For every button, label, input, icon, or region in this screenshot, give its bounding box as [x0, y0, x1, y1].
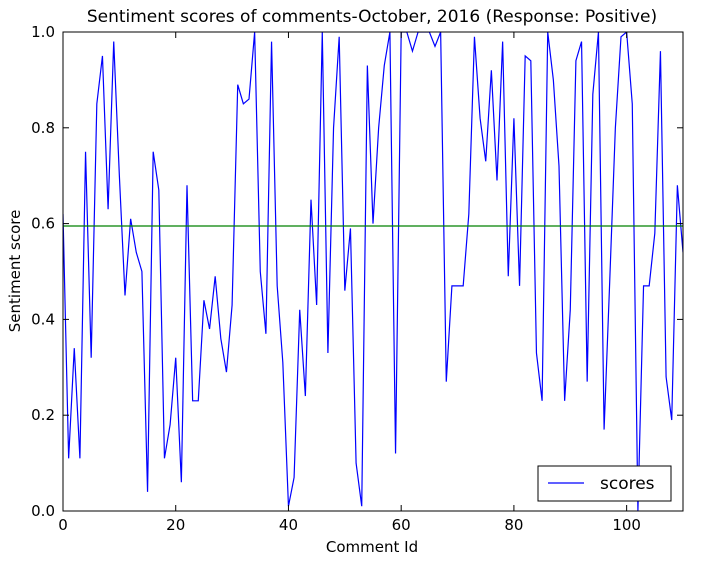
- plot-frame: [62, 31, 684, 512]
- legend: scores: [537, 465, 672, 502]
- y-axis-label: Sentiment score: [6, 210, 24, 333]
- y-tick-label: 0.8: [31, 119, 55, 137]
- x-tick-label: 60: [392, 516, 411, 534]
- y-tick-label: 0.4: [31, 310, 55, 328]
- legend-label-scores: scores: [600, 474, 655, 494]
- x-tick-label: 80: [504, 516, 523, 534]
- plot-area: 0 20 40 60 80 100 0.0 0.2 0.4 0.6 0.8 1.0: [31, 23, 684, 534]
- x-tick-label: 0: [58, 516, 68, 534]
- y-tick-label: 0.0: [31, 502, 55, 520]
- y-tick-label: 1.0: [31, 23, 55, 41]
- chart-title: Sentiment scores of comments-October, 20…: [87, 7, 657, 27]
- y-tick-label: 0.2: [31, 406, 55, 424]
- series-line-scores: [63, 32, 683, 511]
- x-tick-label: 40: [279, 516, 298, 534]
- x-axis-label: Comment Id: [326, 538, 418, 556]
- y-tick-label: 0.6: [31, 215, 55, 233]
- x-tick-label: 100: [612, 516, 641, 534]
- x-tick-label: 20: [166, 516, 185, 534]
